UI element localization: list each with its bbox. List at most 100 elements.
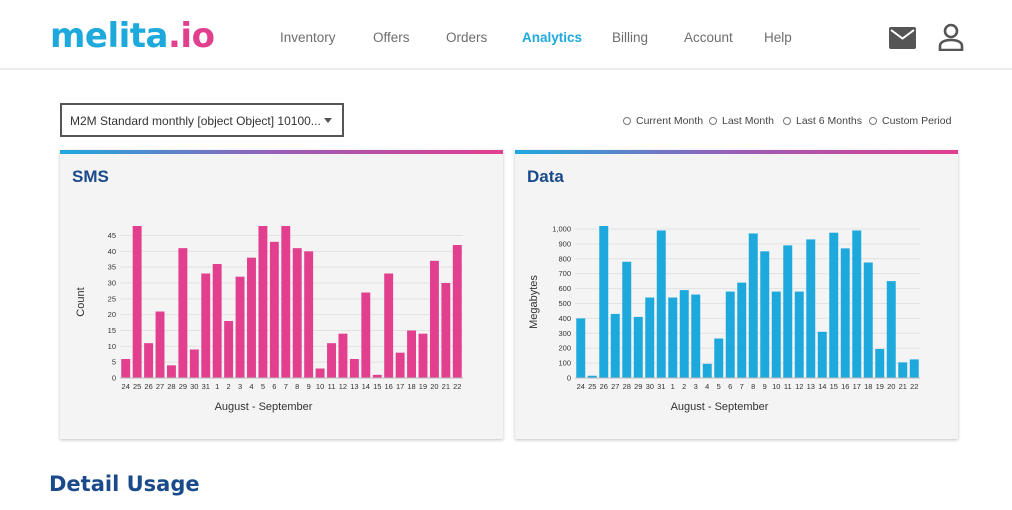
nav-item-analytics[interactable]: Analytics <box>522 30 583 45</box>
sms-bar[interactable] <box>407 330 417 379</box>
data-bar[interactable] <box>898 362 908 378</box>
sms-bar[interactable] <box>224 321 234 378</box>
nav-item-billing[interactable]: Billing <box>612 30 649 45</box>
x-tick-label: 19 <box>419 382 427 391</box>
y-tick-label: 10 <box>108 342 116 351</box>
sms-chart-card: SMS 0 5 10 15 20 25 30 35 40 45 24 25 26 27 28 29 30 31 1 2… <box>60 150 503 439</box>
mail-icon[interactable] <box>889 27 916 49</box>
data-bar[interactable] <box>737 282 747 378</box>
data-bar[interactable] <box>783 245 793 378</box>
data-bar[interactable] <box>863 262 873 378</box>
sms-bar[interactable] <box>166 365 176 378</box>
plan-select[interactable]: M2M Standard monthly [object Object] 101… <box>60 103 344 137</box>
y-tick-label: 25 <box>108 294 116 303</box>
sms-bar[interactable] <box>441 283 451 378</box>
sms-bar[interactable] <box>189 349 199 379</box>
nav-item-account[interactable]: Account <box>684 30 733 45</box>
x-tick-label: 11 <box>784 382 792 391</box>
sms-bar[interactable] <box>349 359 359 378</box>
card-accent-bar <box>515 150 958 154</box>
x-tick-label: 31 <box>202 382 210 391</box>
sms-bar[interactable] <box>452 245 462 378</box>
data-bar[interactable] <box>840 248 850 378</box>
data-bar[interactable] <box>725 291 735 378</box>
sms-bar[interactable] <box>361 292 371 379</box>
data-bar[interactable] <box>771 291 781 378</box>
radio-icon <box>709 117 717 125</box>
data-bar[interactable] <box>817 331 827 378</box>
sms-bar[interactable] <box>327 343 336 378</box>
sms-bar[interactable] <box>281 226 291 378</box>
sms-bar[interactable] <box>212 264 222 378</box>
data-bar[interactable] <box>668 297 678 378</box>
x-tick-label: 13 <box>350 382 358 391</box>
data-bar[interactable] <box>576 318 586 378</box>
user-icon[interactable] <box>938 23 964 51</box>
data-bar[interactable] <box>829 232 839 378</box>
sms-bar[interactable] <box>121 359 131 378</box>
y-tick-label: 35 <box>108 263 116 272</box>
data-bar[interactable] <box>622 261 632 378</box>
data-bar[interactable] <box>702 363 712 378</box>
sms-bar[interactable] <box>429 260 439 378</box>
nav-item-offers[interactable]: Offers <box>373 30 410 45</box>
data-bar[interactable] <box>806 239 816 378</box>
x-tick-label: 6 <box>728 382 732 391</box>
sms-bar[interactable] <box>269 241 279 378</box>
sms-bar[interactable] <box>132 226 142 378</box>
data-bar[interactable] <box>794 291 804 378</box>
x-tick-label: 21 <box>442 382 450 391</box>
data-bar[interactable] <box>599 226 609 378</box>
sms-bar[interactable] <box>315 368 325 379</box>
sms-bar[interactable] <box>247 257 256 378</box>
data-bar[interactable] <box>645 297 655 378</box>
chevron-down-icon <box>324 118 332 123</box>
period-current-month[interactable]: Current Month <box>623 115 703 127</box>
x-tick-label: 16 <box>385 382 393 391</box>
period-last-6-months[interactable]: Last 6 Months <box>783 115 862 127</box>
period-custom[interactable]: Custom Period <box>869 115 951 127</box>
sms-bar[interactable] <box>178 248 188 378</box>
period-last-month[interactable]: Last Month <box>709 115 774 127</box>
sms-bar[interactable] <box>155 311 165 379</box>
data-bar[interactable] <box>909 359 919 378</box>
data-bar[interactable] <box>633 316 643 378</box>
sms-bar[interactable] <box>258 226 268 378</box>
nav-item-orders[interactable]: Orders <box>446 30 488 45</box>
sms-bar[interactable] <box>235 276 245 378</box>
sms-bar[interactable] <box>292 248 302 378</box>
x-tick-label: 11 <box>328 382 336 391</box>
data-bar[interactable] <box>656 230 666 378</box>
sms-bar[interactable] <box>372 374 382 378</box>
data-bar[interactable] <box>610 313 620 378</box>
nav-item-inventory[interactable]: Inventory <box>280 30 336 45</box>
data-bar[interactable] <box>691 294 701 378</box>
data-bar[interactable] <box>886 281 896 378</box>
data-bar[interactable] <box>875 348 885 378</box>
data-bar[interactable] <box>760 251 770 378</box>
sms-bar[interactable] <box>338 333 348 378</box>
data-bar[interactable] <box>748 233 758 378</box>
x-tick-label: 17 <box>396 382 404 391</box>
sms-bar[interactable] <box>395 352 405 378</box>
y-tick-label: 200 <box>558 344 571 353</box>
data-bar[interactable] <box>587 375 597 378</box>
period-label: Last Month <box>722 115 774 127</box>
y-tick-label: 5 <box>112 358 116 367</box>
x-tick-label: 2 <box>227 382 231 391</box>
nav-item-help[interactable]: Help <box>764 30 792 45</box>
data-bar[interactable] <box>679 290 689 378</box>
sms-bar[interactable] <box>144 343 154 378</box>
x-tick-label: 25 <box>588 382 596 391</box>
data-bar[interactable] <box>714 338 724 378</box>
sms-bar[interactable] <box>201 273 211 379</box>
y-tick-label: 600 <box>558 284 571 293</box>
data-bar[interactable] <box>852 230 862 378</box>
sms-bar[interactable] <box>304 251 314 378</box>
brand-logo-part1: melita <box>50 16 169 56</box>
sms-bar[interactable] <box>418 333 428 378</box>
brand-logo[interactable]: melita.io <box>50 16 215 56</box>
x-tick-label: 13 <box>807 382 815 391</box>
sms-bar[interactable] <box>384 273 394 379</box>
